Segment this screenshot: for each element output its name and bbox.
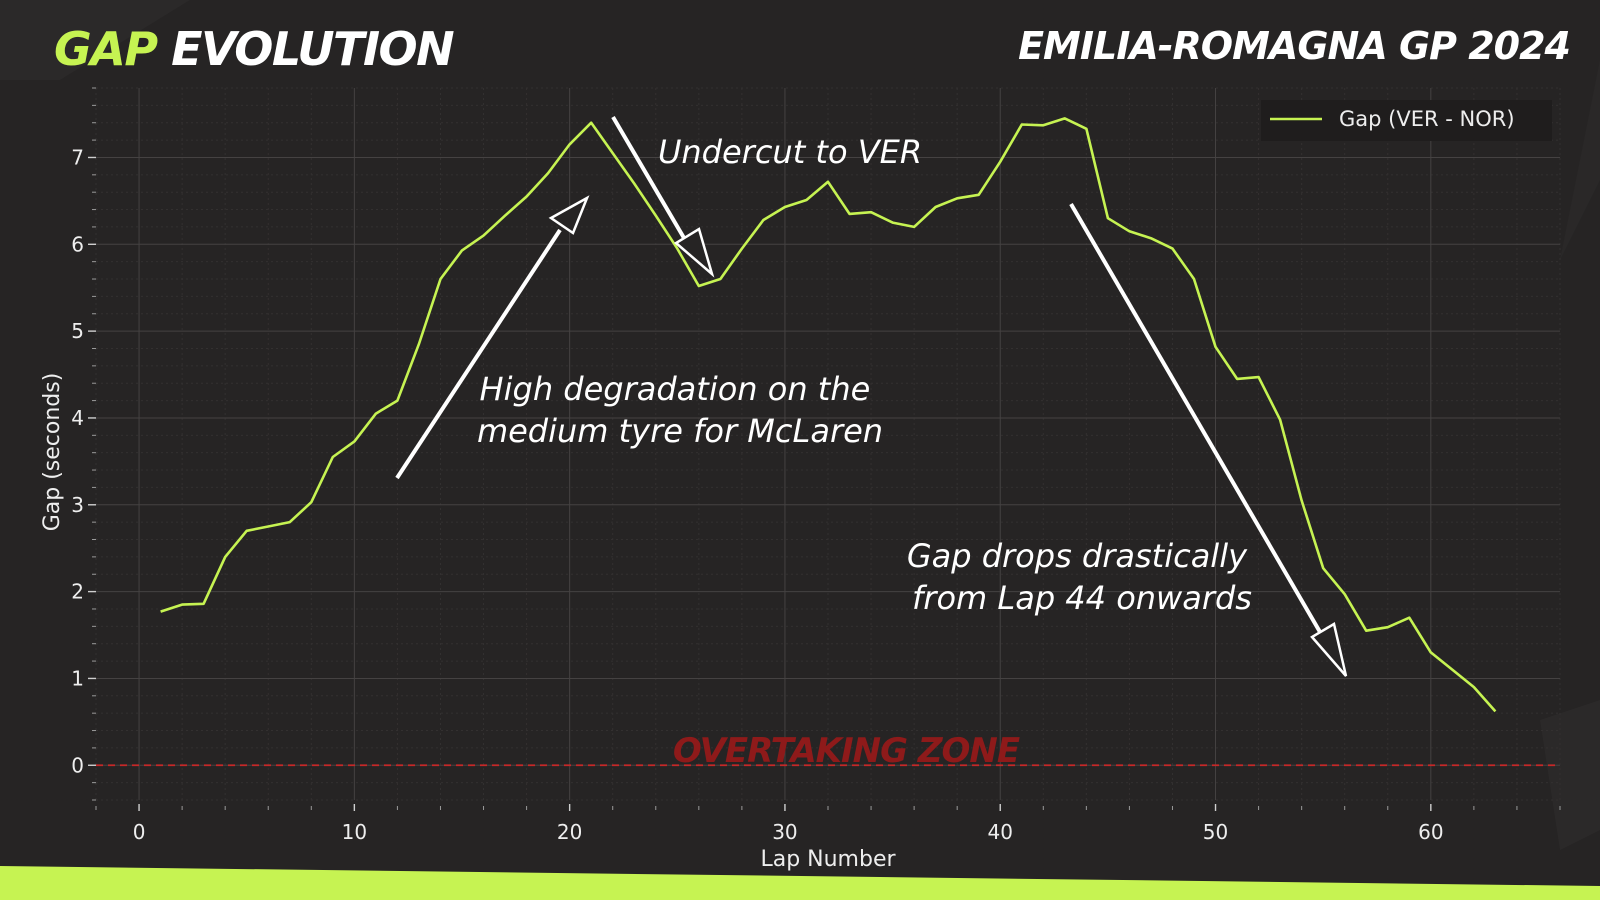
race-subtitle: EMILIA-ROMAGNA GP 2024 <box>1018 24 1571 68</box>
y-tick-label: 5 <box>71 319 84 343</box>
annotation-undercut-line-1: Undercut to VER <box>658 133 922 171</box>
y-tick-label: 7 <box>71 145 84 169</box>
y-tick-label: 1 <box>71 666 84 690</box>
tick-labels: 0 10 20 30 40 50 60 0 1 2 3 4 5 6 7 <box>71 145 1443 844</box>
annotation-gap-drop: Gap drops drastically from Lap 44 onward… <box>907 537 1257 617</box>
annotation-undercut: Undercut to VER <box>658 133 922 171</box>
y-tick-label: 3 <box>71 493 84 517</box>
legend-label: Gap (VER - NOR) <box>1339 107 1515 131</box>
x-tick-label: 50 <box>1203 820 1228 844</box>
legend: Gap (VER - NOR) <box>1261 100 1552 141</box>
annotation-degradation-line-2: medium tyre for McLaren <box>477 412 883 450</box>
annotation-gap-drop-line-2: from Lap 44 onwards <box>912 579 1252 617</box>
axis-ticks <box>88 87 1561 811</box>
x-tick-label: 30 <box>772 820 797 844</box>
x-tick-label: 20 <box>557 820 582 844</box>
page-title: GAP EVOLUTION <box>54 22 455 76</box>
annotation-degradation: High degradation on the medium tyre for … <box>477 370 883 450</box>
y-axis-title: Gap (seconds) <box>40 373 65 532</box>
annotation-arrow-undercut <box>611 115 715 278</box>
y-tick-label: 6 <box>71 232 84 256</box>
x-axis-title: Lap Number <box>760 847 896 872</box>
y-tick-label: 0 <box>71 753 84 777</box>
annotation-arrow-degradation <box>395 195 590 480</box>
x-tick-label: 0 <box>133 820 146 844</box>
legend-box <box>1261 100 1552 141</box>
annotation-degradation-line-1: High degradation on the <box>480 370 871 408</box>
x-tick-label: 10 <box>342 820 367 844</box>
gap-series-line <box>160 117 1497 713</box>
x-tick-label: 40 <box>988 820 1013 844</box>
y-tick-label: 4 <box>71 406 84 430</box>
annotation-arrow-gap-drop <box>1069 202 1348 677</box>
title-rest-word: EVOLUTION <box>171 22 455 76</box>
y-tick-label: 2 <box>71 580 84 604</box>
major-grid <box>96 88 1560 800</box>
accent-footer-band <box>0 866 1600 900</box>
overtaking-zone-label: OVERTAKING ZONE <box>673 731 1020 771</box>
title-accent-word: GAP <box>54 22 158 76</box>
annotation-gap-drop-line-1: Gap drops drastically <box>907 537 1248 575</box>
x-tick-label: 60 <box>1418 820 1443 844</box>
